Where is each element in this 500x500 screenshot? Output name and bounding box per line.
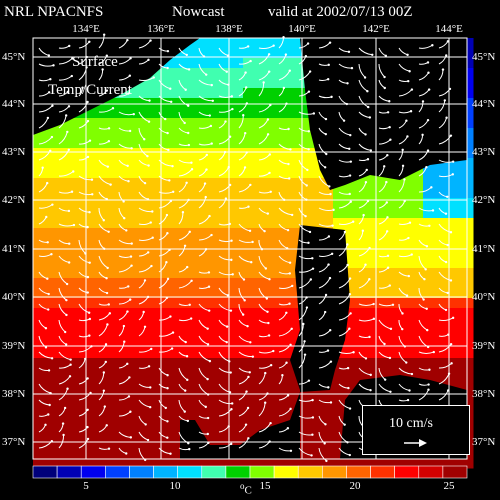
latitude-label: 38°N xyxy=(2,388,26,400)
lat-lon-grid xyxy=(33,38,467,459)
colorbar-swatch xyxy=(105,465,130,479)
current-streamlines xyxy=(38,33,455,463)
longitude-label: 140°E xyxy=(288,23,316,35)
colorbar-swatch xyxy=(297,465,323,479)
longitude-label: 134°E xyxy=(72,23,100,35)
colorbar-swatch xyxy=(273,465,299,479)
colorbar-tick-label: 15 xyxy=(259,480,271,492)
colorbar-swatch xyxy=(249,465,275,479)
colorbar-swatch xyxy=(56,465,82,479)
colorbar-swatch xyxy=(32,465,58,479)
latitude-label: 39°N xyxy=(472,340,496,352)
latitude-label: 44°N xyxy=(472,98,496,110)
latitude-label: 41°N xyxy=(2,243,26,255)
colorbar-tick-label: 25 xyxy=(443,480,455,492)
header-source: NRL NPACNFS xyxy=(4,4,104,20)
colorbar-unit: oC xyxy=(240,481,252,497)
latitude-label: 37°N xyxy=(472,436,496,448)
colorbar-swatch xyxy=(370,465,395,479)
colorbar-swatch xyxy=(225,465,251,479)
latitude-label: 44°N xyxy=(2,98,26,110)
vector-scale-arrow xyxy=(404,439,427,447)
latitude-label: 43°N xyxy=(2,146,26,158)
header-product: Nowcast xyxy=(172,4,225,20)
overlay-title-line1: Surface xyxy=(72,54,118,70)
colorbar-swatch xyxy=(418,465,444,479)
colorbar-swatch xyxy=(442,465,468,479)
map-frame xyxy=(32,37,468,460)
temperature-colorbar xyxy=(32,465,468,479)
longitude-label: 142°E xyxy=(362,23,390,35)
colorbar-swatch xyxy=(177,465,203,479)
header-valid-time: valid at 2002/07/13 00Z xyxy=(268,4,413,20)
vector-scale-legend: 10 cm/s xyxy=(362,405,470,455)
longitude-label: 144°E xyxy=(435,23,463,35)
colorbar-swatch xyxy=(346,465,371,479)
colorbar-swatch xyxy=(322,465,347,479)
latitude-label: 40°N xyxy=(472,291,496,303)
longitude-label: 138°E xyxy=(215,23,243,35)
latitude-label: 42°N xyxy=(472,194,496,206)
latitude-label: 42°N xyxy=(2,194,26,206)
colorbar-tick-label: 20 xyxy=(349,480,361,492)
latitude-label: 37°N xyxy=(2,436,26,448)
latitude-label: 41°N xyxy=(472,243,496,255)
latitude-label: 39°N xyxy=(2,340,26,352)
latitude-label: 40°N xyxy=(2,291,26,303)
colorbar-tick-label: 10 xyxy=(169,480,181,492)
colorbar-swatch xyxy=(129,465,154,479)
colorbar-tick-label: 5 xyxy=(83,480,89,492)
latitude-label: 45°N xyxy=(2,51,26,63)
overlay-title-line2: Temp/Current xyxy=(48,82,132,98)
latitude-label: 43°N xyxy=(472,146,496,158)
vector-scale-label: 10 cm/s xyxy=(389,416,433,431)
colorbar-swatch xyxy=(394,465,420,479)
colorbar-swatch xyxy=(201,465,227,479)
longitude-label: 136°E xyxy=(147,23,175,35)
colorbar-swatch xyxy=(80,465,106,479)
latitude-label: 38°N xyxy=(472,388,496,400)
latitude-label: 45°N xyxy=(472,51,496,63)
colorbar-swatch xyxy=(153,465,178,479)
